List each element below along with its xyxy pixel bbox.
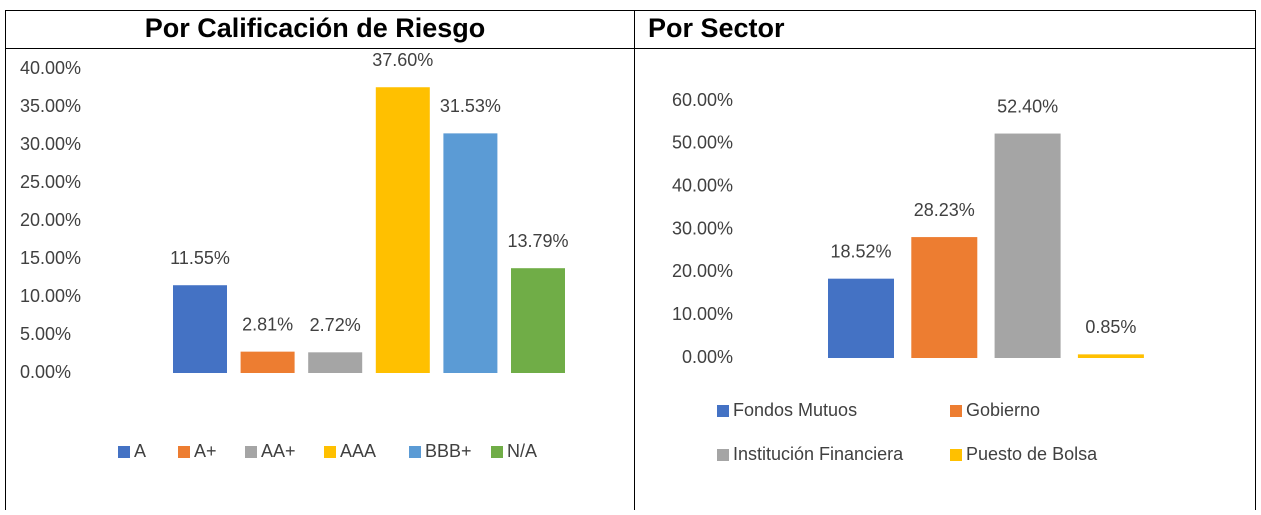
data-label: 11.55%	[170, 248, 230, 268]
legend-label: Fondos Mutuos	[733, 400, 857, 420]
y-tick-label: 20.00%	[672, 261, 733, 281]
legend-swatch	[717, 405, 729, 417]
legend-swatch	[324, 446, 336, 458]
legend-label: Puesto de Bolsa	[966, 444, 1098, 464]
legend-label: N/A	[507, 441, 537, 461]
data-label: 2.81%	[242, 314, 293, 334]
bar	[443, 133, 498, 373]
y-tick-label: 10.00%	[672, 304, 733, 324]
bar	[994, 133, 1061, 358]
y-tick-label: 35.00%	[20, 96, 81, 116]
data-label: 0.85%	[1085, 317, 1136, 337]
bar	[173, 285, 227, 373]
legend-label: Institución Financiera	[733, 444, 904, 464]
chart-title: Por Sector	[648, 13, 785, 43]
legend-swatch	[118, 446, 130, 458]
y-tick-label: 0.00%	[682, 347, 733, 367]
data-label: 2.72%	[310, 315, 361, 335]
y-tick-label: 25.00%	[20, 172, 81, 192]
y-tick-label: 30.00%	[672, 218, 733, 238]
bar	[308, 352, 363, 373]
y-tick-label: 0.00%	[20, 362, 71, 382]
data-label: 18.52%	[830, 241, 891, 261]
legend-swatch	[178, 446, 190, 458]
y-tick-label: 5.00%	[20, 324, 71, 344]
bar	[1077, 354, 1144, 358]
legend-label: BBB+	[425, 441, 472, 461]
bar	[911, 237, 978, 358]
legend-label: Gobierno	[966, 400, 1040, 420]
legend-label: AA+	[261, 441, 296, 461]
data-label: 28.23%	[914, 200, 975, 220]
legend-swatch	[717, 449, 729, 461]
bar	[240, 351, 295, 373]
data-label: 52.40%	[997, 96, 1058, 116]
legend-label: A	[134, 441, 146, 461]
bar	[511, 268, 565, 373]
legend-swatch	[245, 446, 257, 458]
y-tick-label: 30.00%	[20, 134, 81, 154]
data-label: 13.79%	[507, 231, 568, 251]
legend-label: AAA	[340, 441, 376, 461]
y-tick-label: 20.00%	[20, 210, 81, 230]
y-tick-label: 15.00%	[20, 248, 81, 268]
legend-swatch	[409, 446, 421, 458]
legend-swatch	[950, 449, 962, 461]
legend-swatch	[491, 446, 503, 458]
y-tick-label: 40.00%	[672, 175, 733, 195]
y-tick-label: 60.00%	[672, 90, 733, 110]
chart-title: Por Calificación de Riesgo	[145, 13, 486, 43]
y-tick-label: 10.00%	[20, 286, 81, 306]
data-label: 31.53%	[440, 96, 501, 116]
table-border	[5, 10, 1256, 515]
legend-swatch	[950, 405, 962, 417]
bar	[375, 87, 430, 374]
y-tick-label: 40.00%	[20, 58, 81, 78]
legend-label: A+	[194, 441, 217, 461]
data-label: 37.60%	[372, 50, 433, 70]
y-tick-label: 50.00%	[672, 133, 733, 153]
bar	[828, 278, 894, 358]
